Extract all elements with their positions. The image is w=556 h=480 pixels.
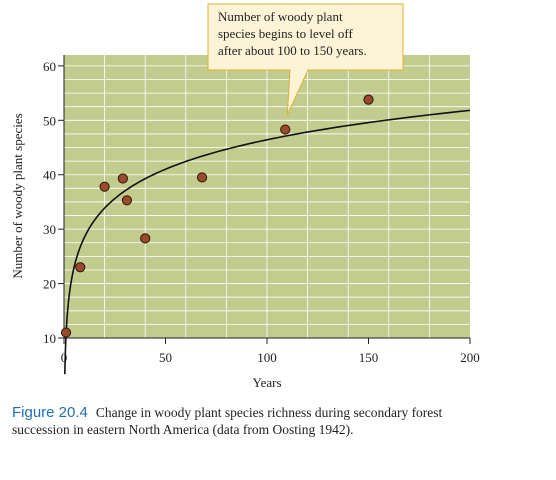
data-point	[60, 327, 72, 338]
data-point	[121, 195, 133, 206]
x-tick-label: 150	[359, 350, 379, 365]
caption-text: Change in woody plant species richness d…	[12, 405, 443, 437]
data-points	[60, 94, 374, 338]
y-ticks: 10 20 30 40 50 60	[43, 59, 64, 346]
x-tick-label: 0	[61, 350, 68, 365]
y-tick-label: 20	[43, 277, 56, 292]
x-tick-label: 50	[159, 350, 172, 365]
callout-line-1: Number of woody plant	[218, 9, 343, 24]
grid	[64, 55, 470, 338]
x-tick-label: 100	[257, 350, 277, 365]
figure-label: Figure 20.4	[12, 404, 88, 421]
y-axis-title: Number of woody plant species	[10, 113, 25, 278]
callout-box	[207, 3, 404, 116]
data-point	[117, 173, 128, 184]
y-tick-label: 60	[43, 59, 56, 74]
data-point	[75, 262, 86, 273]
data-point	[363, 94, 374, 105]
data-point	[196, 172, 208, 183]
data-point	[140, 233, 151, 244]
figure-caption: Figure 20.4 Change in woody plant species…	[12, 404, 452, 438]
x-ticks: 0 50 100 150 200	[61, 338, 480, 365]
data-point	[99, 181, 110, 192]
x-tick-label: 200	[460, 350, 480, 365]
y-tick-label: 50	[43, 113, 56, 128]
x-axis-title: Years	[252, 375, 281, 390]
callout-line-3: after about 100 to 150 years.	[218, 43, 367, 58]
y-tick-label: 40	[43, 168, 56, 183]
y-tick-label: 10	[43, 331, 56, 346]
annotation-callout: Number of woody plant species begins to …	[207, 3, 404, 116]
y-tick-label: 30	[43, 222, 56, 237]
callout-line-2: species begins to level off	[218, 26, 353, 41]
data-point	[280, 124, 291, 135]
chart: 0 50 100 150 200 10 20 30 40 50 60 Years Number o…	[10, 3, 480, 390]
